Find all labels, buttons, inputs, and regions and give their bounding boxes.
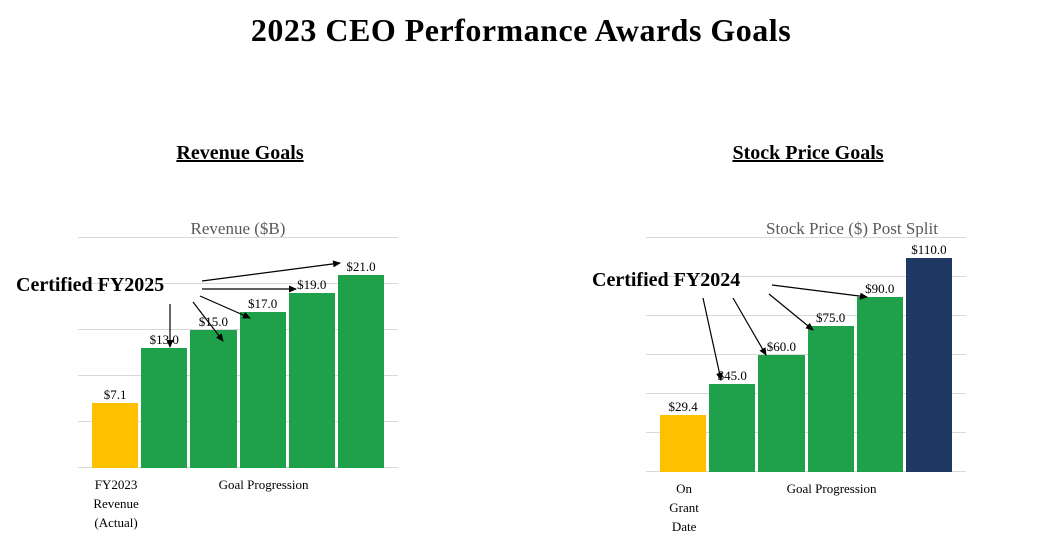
- stock-price-plot-area: $29.4 $45.0 $60.0 $75.0 $90.0 $110.0: [646, 237, 966, 472]
- bar-value-label: $110.0: [911, 241, 947, 257]
- bar: [856, 296, 903, 472]
- revenue-x-axis: FY2023 Revenue (Actual) Goal Progression: [78, 476, 398, 533]
- bar-column: $29.4: [660, 238, 707, 472]
- bar-value-label: $75.0: [815, 309, 846, 325]
- bar-value-label: $7.1: [103, 386, 127, 402]
- gridline: [646, 237, 966, 238]
- stock-price-goals-heading: Stock Price Goals: [732, 142, 884, 164]
- bar-column: $45.0: [709, 238, 756, 472]
- stock-price-x-axis: On Grant Date Goal Progression: [646, 480, 966, 537]
- x-axis-label-actual: FY2023 Revenue (Actual): [93, 477, 139, 530]
- bar: [141, 348, 188, 468]
- bar-column: $60.0: [758, 238, 805, 472]
- x-axis-label-grant-date: On Grant Date: [669, 481, 699, 534]
- gridline: [78, 329, 398, 330]
- bar-value-label: $13.0: [149, 332, 179, 348]
- bar-value-label: $17.0: [247, 295, 278, 311]
- revenue-chart-title: Revenue ($B): [190, 219, 286, 238]
- bar: [758, 355, 805, 472]
- gridline: [78, 421, 398, 422]
- bars: $7.1 $13.0 $15.0 $17.0 $19.0 $21.0: [78, 238, 398, 468]
- bars: $29.4 $45.0 $60.0 $75.0 $90.0 $110.0: [646, 238, 966, 472]
- x-axis-label-goal-progression: Goal Progression: [218, 477, 309, 492]
- bar: [660, 414, 707, 472]
- bar: [288, 293, 335, 468]
- bar-value-label: $21.0: [346, 258, 376, 274]
- gridline: [78, 375, 398, 376]
- certified-fy2025-annotation: Certified FY2025: [16, 274, 165, 296]
- bar-column: $17.0: [239, 238, 286, 468]
- bar-column: $7.1: [92, 238, 139, 468]
- page-title: 2023 CEO Performance Awards Goals: [250, 12, 792, 48]
- revenue-plot-area: $7.1 $13.0 $15.0 $17.0 $19.0 $21.0: [78, 237, 398, 468]
- bar-value-label: $60.0: [766, 339, 797, 354]
- bar: [190, 330, 237, 468]
- gridline: [646, 354, 966, 355]
- bar-column: $13.0: [141, 238, 188, 468]
- bar-value-label: $45.0: [717, 368, 747, 384]
- bar-value-label: $90.0: [865, 280, 895, 296]
- gridline: [78, 283, 398, 284]
- gridlines: [78, 237, 398, 468]
- bar: [709, 384, 756, 472]
- bar: [807, 325, 854, 472]
- stock-price-bar-chart: $29.4 $45.0 $60.0 $75.0 $90.0 $110.0 On Grant…: [646, 237, 966, 537]
- bar: [92, 402, 139, 468]
- revenue-goals-heading: Revenue Goals: [176, 142, 304, 164]
- bar-column: $90.0: [856, 238, 903, 472]
- bar-column: $15.0: [190, 238, 237, 468]
- bar-column: $75.0: [807, 238, 854, 472]
- certified-fy2024-annotation: Certified FY2024: [592, 269, 741, 291]
- x-axis-label-goal-progression: Goal Progression: [786, 481, 877, 496]
- bar: [239, 311, 286, 468]
- bar-column: $19.0: [288, 238, 335, 468]
- bar-value-label: $29.4: [668, 398, 698, 414]
- bar-column: $110.0: [905, 238, 953, 472]
- bar-value-label: $19.0: [297, 277, 327, 293]
- gridline: [646, 432, 966, 434]
- gridline: [646, 276, 966, 277]
- bar: [337, 274, 385, 468]
- gridline: [78, 237, 398, 238]
- gridline: [646, 471, 966, 472]
- gridline: [78, 467, 398, 468]
- gridline: [646, 393, 966, 395]
- bar: [905, 257, 953, 472]
- bar-value-label: $15.0: [198, 314, 229, 329]
- bar-column: $21.0: [337, 238, 385, 468]
- stock-price-chart-title: Stock Price ($) Post Split: [766, 219, 938, 238]
